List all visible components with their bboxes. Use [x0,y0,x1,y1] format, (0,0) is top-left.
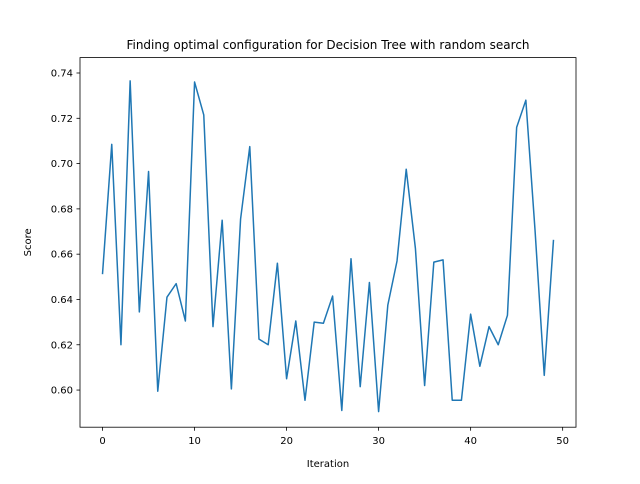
y-tick-label: 0.74 [51,69,73,80]
chart-title: Finding optimal configuration for Decisi… [126,38,529,52]
plot-frame [79,57,577,428]
y-tick-label: 0.72 [51,114,73,125]
x-tick-label: 10 [188,436,201,447]
y-tick-label: 0.64 [51,295,73,306]
x-tick-label: 40 [464,436,477,447]
y-tick-label: 0.62 [51,340,73,351]
x-axis-label: Iteration [307,459,349,470]
x-tick-label: 50 [556,436,569,447]
y-axis-label: Score [23,228,34,256]
series-line [101,80,555,413]
y-tick-label: 0.70 [51,159,73,170]
x-tick-label: 0 [99,436,105,447]
tick-group: 0 10 20 30 40 50 0.60 0.62 0.64 0.66 0.68 0.70 0.72 0… [51,69,569,448]
y-tick-label: 0.66 [51,250,73,261]
x-tick-label: 20 [280,436,293,447]
x-tick-label: 30 [372,436,385,447]
y-tick-label: 0.60 [51,386,73,397]
y-tick-label: 0.68 [51,204,73,215]
